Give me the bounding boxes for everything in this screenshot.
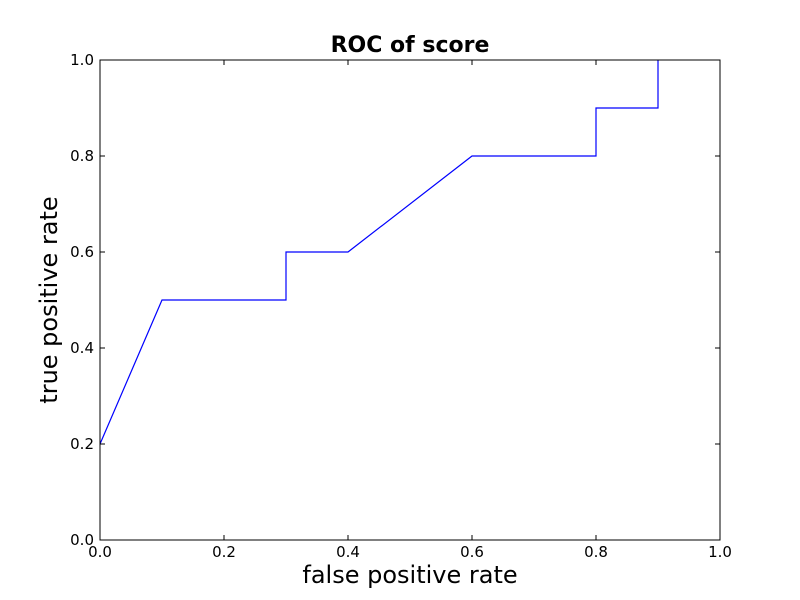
y-tick-label: 0.2 [70,435,94,453]
y-tick-label: 0.6 [70,243,94,261]
y-axis-label: true positive rate [35,196,63,403]
y-tick-label: 0.4 [70,339,94,357]
y-tick-label: 0.0 [70,531,94,549]
x-tick-label: 0.0 [88,543,112,561]
x-tick-label: 0.4 [336,543,360,561]
x-tick-label: 0.2 [212,543,236,561]
plot-frame [99,59,721,541]
roc-curve-line-0 [99,60,659,445]
plot-layer [99,60,659,445]
y-tick-label: 1.0 [70,51,94,69]
x-tick-label: 0.6 [460,543,484,561]
y-tick-label: 0.8 [70,147,94,165]
x-tick-label: 1.0 [708,543,732,561]
tick-layer: 0.0 0.2 0.4 0.6 0.8 1.0 0.0 0.2 0.4 0.6 0.8 1.0 [70,51,732,561]
chart-title: ROC of score [331,33,490,58]
x-tick-label: 0.8 [584,543,608,561]
x-axis-label: false positive rate [302,561,517,589]
